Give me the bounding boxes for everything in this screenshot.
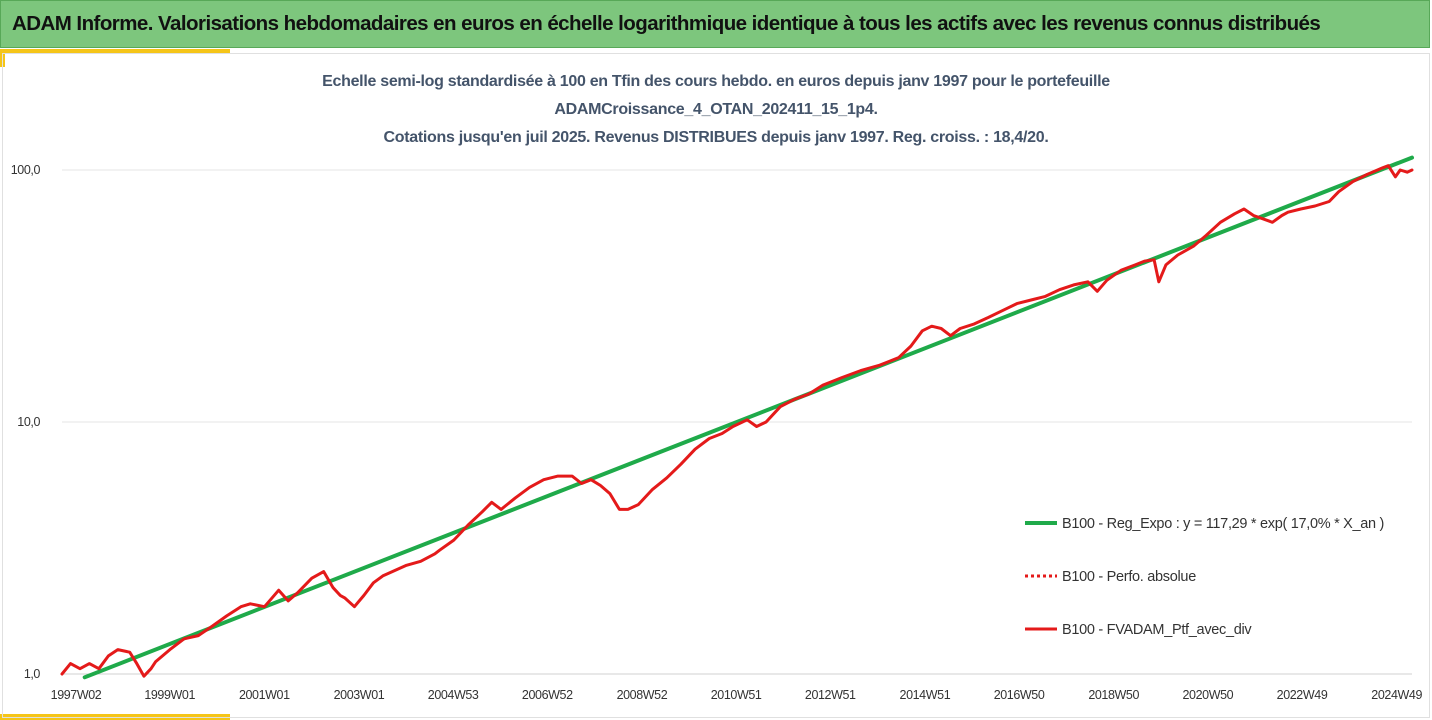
x-tick-label: 2018W50 xyxy=(1088,688,1139,702)
legend-label: B100 - Perfo. absolue xyxy=(1062,569,1196,585)
chart-title: Echelle semi-log standardisée à 100 en T… xyxy=(0,68,1432,152)
legend-layer: B100 - Reg_Expo : y = 117,29 * exp( 17,0… xyxy=(1025,516,1384,638)
x-tick-label: 2016W50 xyxy=(994,688,1045,702)
x-tick-label: 2014W51 xyxy=(900,688,951,702)
x-tick-label: 1999W01 xyxy=(144,688,195,702)
header-title: ADAM Informe. Valorisations hebdomadaire… xyxy=(12,12,1321,35)
y-tick-label: 10,0 xyxy=(17,415,40,429)
x-tick-label: 2010W51 xyxy=(711,688,762,702)
header-bar: ADAM Informe. Valorisations hebdomadaire… xyxy=(0,0,1430,48)
y-tick-label: 100,0 xyxy=(11,163,41,177)
x-tick-label: 2022W49 xyxy=(1277,688,1328,702)
legend-label: B100 - FVADAM_Ptf_avec_div xyxy=(1062,622,1252,638)
x-tick-label: 2024W49 xyxy=(1371,688,1422,702)
x-tick-label: 2012W51 xyxy=(805,688,856,702)
chart-frame xyxy=(2,53,1430,718)
y-tick-label: 1,0 xyxy=(24,667,41,681)
axis-layer: 1,0 10,0 100,0 1997W02 1999W01 2001W01 2003W01… xyxy=(11,163,1423,702)
chart-title-line-1: Echelle semi-log standardisée à 100 en T… xyxy=(322,73,1110,90)
x-tick-label: 2020W50 xyxy=(1183,688,1234,702)
performance-line xyxy=(60,164,1414,678)
legend-label: B100 - Reg_Expo : y = 117,29 * exp( 17,0… xyxy=(1062,516,1384,532)
chart-title-line-2: ADAMCroissance_4_OTAN_202411_15_1p4. xyxy=(554,101,878,118)
x-tick-label: 2001W01 xyxy=(239,688,290,702)
accent-bar-top xyxy=(0,49,230,54)
series-layer xyxy=(60,155,1414,680)
x-tick-label: 2008W52 xyxy=(617,688,668,702)
x-tick-label: 2004W53 xyxy=(428,688,479,702)
regression-line xyxy=(82,155,1414,680)
x-tick-label: 2003W01 xyxy=(334,688,385,702)
x-tick-label: 1997W02 xyxy=(51,688,102,702)
x-tick-label: 2006W52 xyxy=(522,688,573,702)
chart-title-line-3: Cotations jusqu'en juil 2025. Revenus DI… xyxy=(383,129,1049,146)
